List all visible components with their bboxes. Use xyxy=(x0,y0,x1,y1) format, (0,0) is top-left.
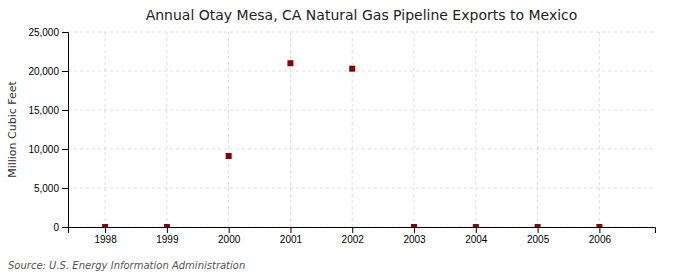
x-tick-label: 1999 xyxy=(156,234,179,245)
x-tick-label: 2001 xyxy=(280,234,303,245)
chart: 1998 1999 2000 2001 2002 2003 2004 2005 2006 0 5,0… xyxy=(0,0,675,275)
x-tick: 1999 xyxy=(156,227,179,245)
y-tick-label: 15,000 xyxy=(28,105,59,116)
x-tick-label: 2003 xyxy=(403,234,426,245)
x-axis-line xyxy=(69,228,656,234)
x-tick: 2005 xyxy=(527,227,550,245)
y-tick: 20,000 xyxy=(28,66,68,77)
point xyxy=(164,224,170,227)
point xyxy=(349,66,355,72)
grid-line-x xyxy=(352,32,353,227)
grid-line-y xyxy=(68,32,655,33)
x-axis: 1998 1999 2000 2001 2002 2003 2004 2005 2006 xyxy=(69,227,656,245)
points xyxy=(102,60,602,227)
grid-line-x xyxy=(105,32,106,227)
y-tick: 5,000 xyxy=(34,183,68,194)
x-tick-label: 2006 xyxy=(589,234,612,245)
x-tick: 2000 xyxy=(218,227,241,245)
x-tick-mark xyxy=(599,227,600,233)
x-tick-label: 2005 xyxy=(527,234,550,245)
y-tick-mark xyxy=(62,110,68,111)
y-tick-mark xyxy=(62,149,68,150)
y-tick-label: 25,000 xyxy=(28,27,59,38)
x-tick: 2003 xyxy=(403,227,426,245)
point xyxy=(102,224,108,227)
point xyxy=(596,224,602,227)
x-tick-label: 2000 xyxy=(218,234,241,245)
x-tick-label: 2002 xyxy=(342,234,365,245)
y-axis-line xyxy=(62,33,69,228)
grid-line-x xyxy=(414,32,415,227)
x-tick-mark xyxy=(290,227,291,233)
title: Annual Otay Mesa, CA Natural Gas Pipelin… xyxy=(146,7,578,23)
x-tick-mark xyxy=(105,227,106,233)
x-tick-mark xyxy=(538,227,539,233)
grid-line-x xyxy=(475,32,476,227)
y-tick: 25,000 xyxy=(28,27,68,38)
x-tick-mark xyxy=(352,227,353,233)
x-tick: 2004 xyxy=(465,227,488,245)
point xyxy=(535,224,541,227)
x-tick-label: 2004 xyxy=(465,234,488,245)
point xyxy=(473,224,479,227)
x-tick: 2006 xyxy=(589,227,612,245)
x-tick: 2002 xyxy=(342,227,365,245)
y-tick-mark xyxy=(62,227,68,228)
x-tick-mark xyxy=(414,227,415,233)
plot-area: 1998 1999 2000 2001 2002 2003 2004 2005 2006 0 5,0… xyxy=(28,27,655,245)
y-axis: 0 5,000 10,000 15,000 20,000 25,000 xyxy=(28,27,68,233)
grid-line-x xyxy=(166,32,167,227)
annotation: Source: U.S. Energy Information Administ… xyxy=(8,260,245,271)
x-tick-mark xyxy=(167,227,168,233)
y-tick: 10,000 xyxy=(28,144,68,155)
y-axis-title: Million Cubic Feet xyxy=(6,80,19,177)
grid-line-y xyxy=(68,149,655,150)
y-tick-label: 0 xyxy=(53,222,59,233)
x-tick: 2001 xyxy=(280,227,303,245)
y-tick-mark xyxy=(62,188,68,189)
grid-line-x xyxy=(537,32,538,227)
y-tick-label: 20,000 xyxy=(28,66,59,77)
y-tick-label: 10,000 xyxy=(28,144,59,155)
grid-line-y xyxy=(68,188,655,189)
y-tick: 15,000 xyxy=(28,105,68,116)
grid-line-x xyxy=(599,32,600,227)
grid-line-x xyxy=(228,32,229,227)
y-tick-mark xyxy=(62,32,68,33)
point xyxy=(226,153,232,159)
x-tick-mark xyxy=(476,227,477,233)
y-tick-mark xyxy=(62,71,68,72)
grid-line-y xyxy=(68,71,655,72)
point xyxy=(411,224,417,227)
point xyxy=(287,60,293,66)
grid-line-y xyxy=(68,110,655,111)
y-tick-label: 5,000 xyxy=(34,183,59,194)
x-tick-mark xyxy=(229,227,230,233)
x-tick-label: 1998 xyxy=(94,234,117,245)
grid xyxy=(68,32,655,227)
x-tick: 1998 xyxy=(94,227,117,245)
y-tick: 0 xyxy=(53,222,68,233)
